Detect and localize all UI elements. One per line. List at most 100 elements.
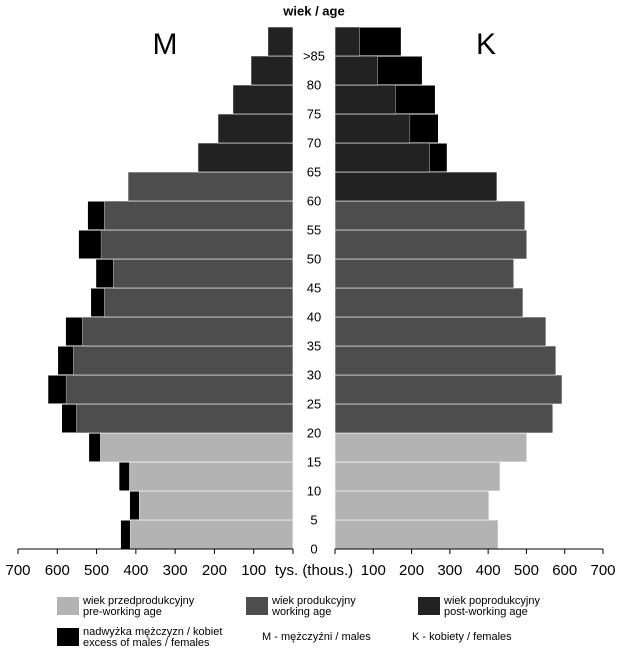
x-tick-label: 200 bbox=[202, 562, 227, 579]
legend-label: working age bbox=[271, 606, 331, 618]
note: M - mężczyźni / males bbox=[262, 631, 371, 643]
bar bbox=[217, 113, 294, 144]
bar bbox=[65, 374, 294, 405]
excess-bar bbox=[65, 317, 83, 346]
bar bbox=[334, 316, 547, 347]
age-label: 60 bbox=[307, 193, 321, 208]
excess-bar bbox=[91, 288, 105, 317]
bar bbox=[334, 345, 557, 376]
bar bbox=[197, 142, 294, 173]
bar bbox=[72, 345, 294, 376]
bar bbox=[334, 142, 431, 173]
excess-bar bbox=[129, 491, 139, 520]
bar bbox=[334, 171, 498, 202]
legend-label: wiek poprodukcyjny bbox=[443, 595, 540, 607]
age-label: 55 bbox=[307, 222, 321, 237]
chart-title: wiek / age bbox=[282, 3, 344, 18]
bar bbox=[334, 432, 528, 463]
bar bbox=[334, 26, 361, 57]
x-tick-label: 100 bbox=[361, 562, 386, 579]
legend-swatch bbox=[246, 597, 268, 615]
bar bbox=[127, 171, 294, 202]
x-tick-label: 700 bbox=[590, 562, 615, 579]
bar bbox=[100, 229, 294, 260]
excess-bar bbox=[120, 520, 130, 549]
age-label: 80 bbox=[307, 77, 321, 92]
bar bbox=[334, 113, 411, 144]
excess-bar bbox=[377, 56, 422, 85]
bar bbox=[334, 461, 501, 492]
age-label: 40 bbox=[307, 309, 321, 324]
x-tick-label: 200 bbox=[399, 562, 424, 579]
age-label: 15 bbox=[307, 454, 321, 469]
legend-label: pre-working age bbox=[83, 606, 162, 618]
x-tick-label: 600 bbox=[45, 562, 70, 579]
legend-label: excess of males / females bbox=[83, 637, 210, 649]
bar bbox=[103, 287, 294, 318]
legend-label: nadwyżka mężczyzn / kobiet bbox=[83, 626, 222, 638]
bar bbox=[334, 490, 490, 521]
excess-bar bbox=[58, 346, 73, 375]
bar bbox=[138, 490, 294, 521]
excess-bar bbox=[48, 375, 66, 404]
age-label: 35 bbox=[307, 338, 321, 353]
bar bbox=[129, 519, 294, 550]
left-label: M bbox=[153, 28, 178, 61]
excess-bar bbox=[89, 433, 101, 462]
note: K - kobiety / females bbox=[412, 631, 512, 643]
bar bbox=[75, 403, 294, 434]
bar bbox=[112, 258, 294, 289]
age-label: >85 bbox=[303, 48, 325, 63]
bar bbox=[232, 84, 294, 115]
age-label: 20 bbox=[307, 425, 321, 440]
bar bbox=[334, 519, 499, 550]
legend-label: wiek produkcyjny bbox=[271, 595, 356, 607]
bar bbox=[81, 316, 294, 347]
legend-label: post-working age bbox=[444, 606, 528, 618]
bar bbox=[334, 55, 379, 86]
x-tick-label: 500 bbox=[514, 562, 539, 579]
age-label: 70 bbox=[307, 135, 321, 150]
x-tick-label: 700 bbox=[5, 562, 30, 579]
age-label: 0 bbox=[310, 541, 317, 556]
excess-bar bbox=[359, 27, 401, 56]
x-tick-label: 300 bbox=[163, 562, 188, 579]
age-label: 45 bbox=[307, 280, 321, 295]
excess-bar bbox=[410, 114, 438, 143]
legend-swatch bbox=[418, 597, 440, 615]
bar bbox=[334, 374, 563, 405]
age-label: 10 bbox=[307, 483, 321, 498]
x-axis-label: tys. (thous.) bbox=[275, 562, 353, 579]
bar bbox=[334, 258, 515, 289]
bar bbox=[334, 200, 526, 231]
excess-bar bbox=[62, 404, 77, 433]
excess-bar bbox=[395, 85, 435, 114]
age-label: 75 bbox=[307, 106, 321, 121]
x-tick-label: 600 bbox=[552, 562, 577, 579]
x-tick-label: 100 bbox=[241, 562, 266, 579]
bar bbox=[128, 461, 294, 492]
legend-swatch bbox=[57, 628, 79, 646]
bar bbox=[250, 55, 294, 86]
excess-bar bbox=[87, 201, 105, 230]
x-tick-label: 400 bbox=[123, 562, 148, 579]
excess-bar bbox=[78, 230, 101, 259]
bar bbox=[334, 84, 397, 115]
bar bbox=[267, 26, 294, 57]
bar bbox=[334, 287, 524, 318]
x-tick-label: 400 bbox=[476, 562, 501, 579]
legend-swatch bbox=[57, 597, 79, 615]
age-label: 30 bbox=[307, 367, 321, 382]
x-tick-label: 500 bbox=[84, 562, 109, 579]
bar bbox=[334, 403, 554, 434]
excess-bar bbox=[429, 143, 447, 172]
age-label: 65 bbox=[307, 164, 321, 179]
right-label: K bbox=[476, 28, 496, 61]
x-tick-label: 300 bbox=[437, 562, 462, 579]
bar bbox=[334, 229, 528, 260]
age-label: 50 bbox=[307, 251, 321, 266]
age-label: 5 bbox=[310, 512, 317, 527]
legend-label: wiek przedprodukcyjny bbox=[82, 595, 195, 607]
bar bbox=[99, 432, 294, 463]
